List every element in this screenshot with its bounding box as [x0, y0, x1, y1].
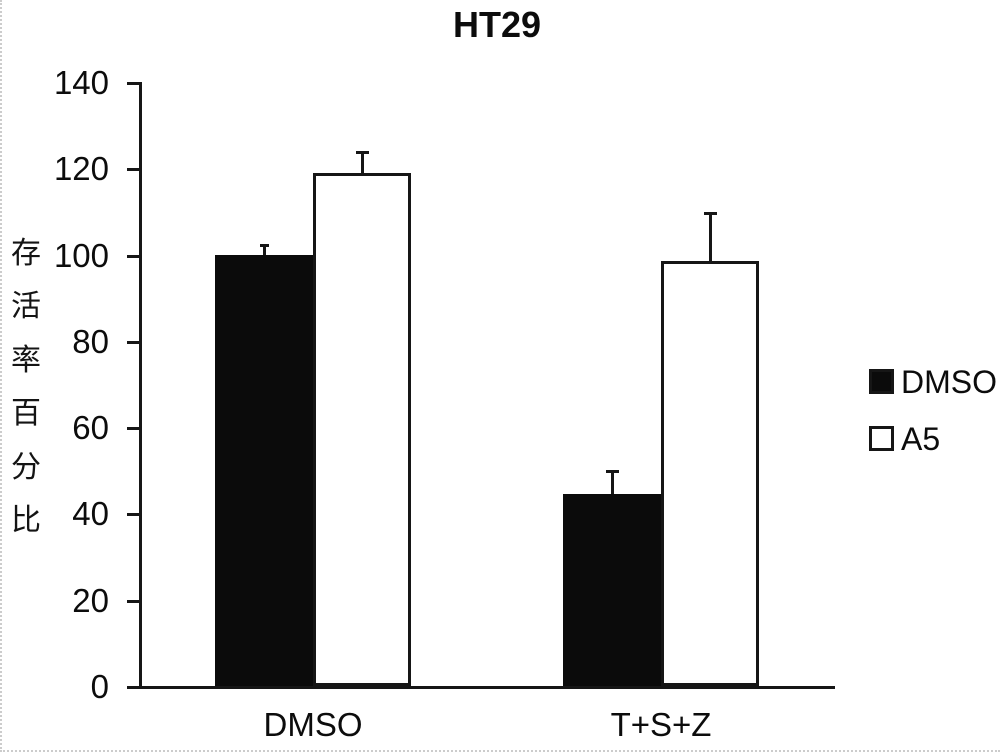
bar-a5-group0 [313, 172, 411, 686]
y-tick-label: 60 [72, 409, 109, 447]
error-bar-cap [605, 470, 619, 474]
y-axis-label-char: 分 [11, 450, 41, 484]
y-axis-line [139, 82, 142, 689]
y-tick-mark [127, 686, 139, 689]
y-tick-label: 120 [53, 150, 109, 188]
y-tick-mark [127, 427, 139, 431]
legend-swatch-a5 [869, 426, 894, 451]
y-tick-label: 0 [90, 668, 109, 705]
bar-dmso-group0 [215, 254, 313, 686]
y-tick-mark [127, 340, 139, 344]
error-bar-cap [259, 243, 269, 247]
legend-swatch-dmso [869, 369, 894, 394]
x-category-label: T+S+Z [610, 706, 712, 743]
y-tick-mark [127, 599, 139, 603]
y-tick-mark [127, 168, 139, 172]
legend-label-a5: A5 [901, 421, 941, 457]
y-tick-mark [127, 254, 139, 258]
y-tick-mark [127, 513, 139, 517]
chart-title: HT29 [452, 4, 542, 45]
y-tick-label: 140 [53, 64, 109, 101]
error-bar [360, 153, 364, 173]
y-axis-label-char: 活 [11, 290, 41, 324]
y-axis-label-char: 百 [11, 397, 41, 431]
legend-label-dmso: DMSO [901, 364, 997, 400]
bar-a5-group1 [661, 261, 759, 686]
y-tick-label: 40 [72, 495, 109, 533]
error-bar [262, 245, 266, 255]
error-bar-cap [703, 211, 717, 215]
error-bar-cap [355, 151, 369, 155]
y-tick-mark [127, 82, 139, 85]
x-category-label: DMSO [263, 706, 363, 743]
y-tick-label: 100 [53, 236, 109, 274]
y-axis-label-char: 率 [11, 343, 41, 377]
y-axis-label-char: 比 [11, 504, 41, 537]
y-tick-label: 80 [72, 322, 109, 360]
bar-dmso-group1 [563, 494, 661, 686]
error-bar [708, 213, 712, 262]
y-axis-label-char: 存 [11, 237, 41, 270]
y-tick-label: 20 [72, 581, 109, 619]
error-bar [610, 472, 614, 494]
x-axis-line [139, 686, 835, 689]
